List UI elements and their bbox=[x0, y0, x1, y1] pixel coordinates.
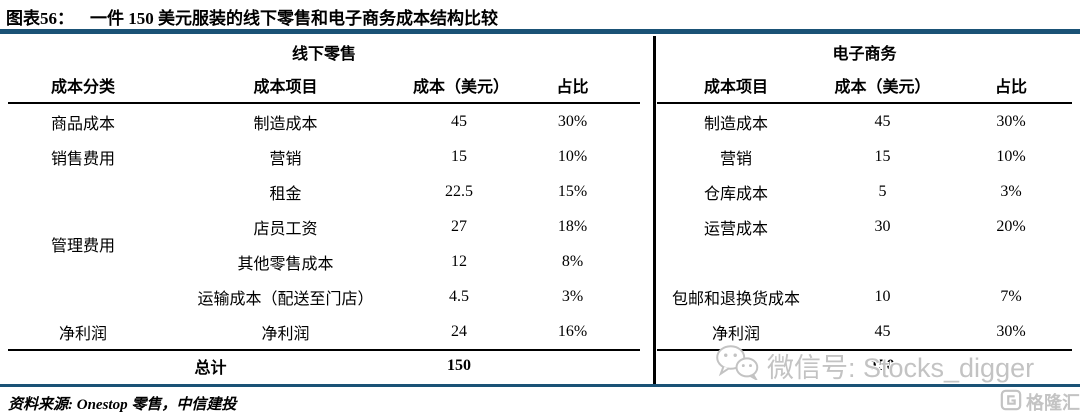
cost-value-cell bbox=[815, 244, 950, 279]
gelonghui-watermark: 格隆汇 bbox=[1000, 389, 1080, 415]
share-value-cell: 3% bbox=[1000, 182, 1022, 200]
share-value-cell: 10% bbox=[557, 147, 588, 165]
table-row: 仓库成本 5 3% bbox=[657, 174, 1072, 209]
table-row: 包邮和退换货成本 10 7% bbox=[657, 279, 1072, 314]
gelonghui-watermark-text: 格隆汇 bbox=[1026, 393, 1080, 413]
offline-group-header-row: 线下零售 bbox=[8, 36, 640, 68]
cost-item-cell: 店员工资 bbox=[253, 220, 318, 238]
total-share-cell bbox=[950, 349, 1073, 381]
share-value-cell: 20% bbox=[996, 217, 1026, 235]
offline-header-share: 占比 bbox=[505, 68, 641, 104]
cost-value-cell: 22.5 bbox=[445, 182, 473, 200]
total-label-cell bbox=[657, 349, 815, 381]
cost-item-cell: 其他零售成本 bbox=[237, 255, 334, 273]
cost-comparison-table: 线下零售 成本分类 成本项目 成本（美元） 占比 商品成本 制造成本 45 30… bbox=[0, 36, 1080, 384]
ecommerce-header-cost-item: 成本项目 bbox=[657, 68, 815, 104]
ecommerce-column-header-row: 成本项目 成本（美元） 占比 bbox=[657, 68, 1073, 104]
total-cost-cell: 150 bbox=[413, 349, 505, 381]
share-value-cell: 30% bbox=[996, 322, 1026, 340]
cost-value-cell: 5 bbox=[878, 182, 887, 200]
total-share-cell bbox=[505, 349, 641, 381]
cost-item-cell: 净利润 bbox=[711, 325, 760, 343]
table-row-empty bbox=[657, 244, 1072, 279]
table-row: 销售费用 营销 15 10% bbox=[8, 139, 640, 174]
cost-value-cell: 27 bbox=[451, 217, 467, 235]
table-row: 制造成本 45 30% bbox=[657, 103, 1072, 139]
offline-header-cost-usd: 成本（美元） bbox=[413, 68, 505, 104]
cost-value-cell: 15 bbox=[874, 147, 891, 165]
table-row: 运营成本 30 20% bbox=[657, 209, 1072, 244]
share-value-cell: 10% bbox=[996, 147, 1026, 165]
cost-item-cell: 营销 bbox=[269, 150, 302, 168]
table-row: 运输成本（配送至门店） 4.5 3% bbox=[8, 279, 640, 314]
table-row: 净利润 45 30% bbox=[657, 314, 1072, 350]
figure-number: 图表56： bbox=[6, 9, 74, 28]
ecommerce-total-row: 150 bbox=[657, 349, 1073, 381]
table-row: 营销 15 10% bbox=[657, 139, 1072, 174]
ecommerce-table: 电子商务 成本项目 成本（美元） 占比 制造成本 45 30% 营销 15 10… bbox=[657, 36, 1073, 381]
cost-category-cell: 销售费用 bbox=[50, 150, 115, 168]
title-divider-rule bbox=[0, 29, 1080, 34]
cost-value-cell: 10 bbox=[874, 287, 891, 305]
total-cost-cell: 150 bbox=[815, 349, 950, 381]
cost-value-cell: 4.5 bbox=[449, 287, 469, 305]
cost-category-cell: 净利润 bbox=[58, 325, 107, 343]
ecommerce-group-header-row: 电子商务 bbox=[657, 36, 1072, 68]
gelonghui-logo-icon bbox=[1000, 389, 1026, 416]
offline-total-row: 总计 150 bbox=[8, 349, 641, 381]
cost-item-cell: 运输成本（配送至门店） bbox=[197, 290, 374, 308]
cost-value-cell: 24 bbox=[451, 322, 467, 340]
cost-item-cell bbox=[657, 244, 815, 279]
cost-value-cell: 45 bbox=[874, 112, 891, 130]
cost-value-cell: 30 bbox=[874, 217, 891, 235]
share-value-cell: 30% bbox=[557, 112, 588, 130]
share-value-cell: 30% bbox=[996, 112, 1026, 130]
figure-title-text: 一件 150 美元服装的线下零售和电子商务成本结构比较 bbox=[90, 9, 498, 28]
cost-category-cell: 管理费用 bbox=[50, 238, 115, 255]
section-divider-line bbox=[653, 36, 656, 384]
cost-value-cell: 45 bbox=[874, 322, 891, 340]
cost-value-cell: 12 bbox=[451, 252, 467, 270]
cost-item-cell: 运营成本 bbox=[703, 220, 768, 238]
cost-item-cell: 仓库成本 bbox=[703, 185, 768, 203]
cost-item-cell: 营销 bbox=[719, 150, 752, 168]
table-row: 商品成本 制造成本 45 30% bbox=[8, 103, 640, 139]
cost-item-cell: 包邮和退换货成本 bbox=[671, 290, 800, 308]
offline-retail-table: 线下零售 成本分类 成本项目 成本（美元） 占比 商品成本 制造成本 45 30… bbox=[8, 36, 641, 381]
share-value-cell: 16% bbox=[557, 322, 588, 340]
table-row: 净利润 净利润 24 16% bbox=[8, 314, 640, 350]
ecommerce-header-share: 占比 bbox=[950, 68, 1073, 104]
table-row: 其他零售成本 12 8% bbox=[8, 244, 640, 279]
ecommerce-group-header: 电子商务 bbox=[832, 46, 897, 63]
share-value-cell: 15% bbox=[557, 182, 588, 200]
cost-item-cell: 制造成本 bbox=[253, 115, 318, 133]
ecommerce-header-cost-usd: 成本（美元） bbox=[815, 68, 950, 104]
cost-value-cell: 45 bbox=[451, 112, 467, 130]
cost-item-cell: 制造成本 bbox=[703, 115, 768, 133]
share-value-cell bbox=[950, 244, 1072, 279]
cost-category-cell: 商品成本 bbox=[50, 115, 115, 133]
cost-item-cell: 租金 bbox=[269, 185, 302, 203]
offline-header-cost-item: 成本项目 bbox=[158, 68, 413, 104]
offline-header-cost-category: 成本分类 bbox=[8, 68, 158, 104]
source-note: 资料来源: Onestop 零售，中信建投 bbox=[8, 397, 237, 413]
share-value-cell: 7% bbox=[1000, 287, 1022, 305]
footer-divider-rule bbox=[0, 384, 1080, 387]
table-row: 店员工资 27 18% bbox=[8, 209, 640, 244]
table-row: 管理费用 租金 22.5 15% bbox=[8, 174, 640, 256]
offline-group-header: 线下零售 bbox=[292, 46, 357, 63]
offline-column-header-row: 成本分类 成本项目 成本（美元） 占比 bbox=[8, 68, 641, 104]
figure-title: 图表56： 一件 150 美元服装的线下零售和电子商务成本结构比较 bbox=[6, 4, 498, 29]
share-value-cell: 8% bbox=[561, 252, 584, 270]
share-value-cell: 3% bbox=[561, 287, 584, 305]
share-value-cell: 18% bbox=[557, 217, 588, 235]
cost-value-cell: 15 bbox=[451, 147, 467, 165]
total-label-cell: 总计 bbox=[8, 349, 413, 381]
cost-item-cell: 净利润 bbox=[261, 325, 310, 343]
